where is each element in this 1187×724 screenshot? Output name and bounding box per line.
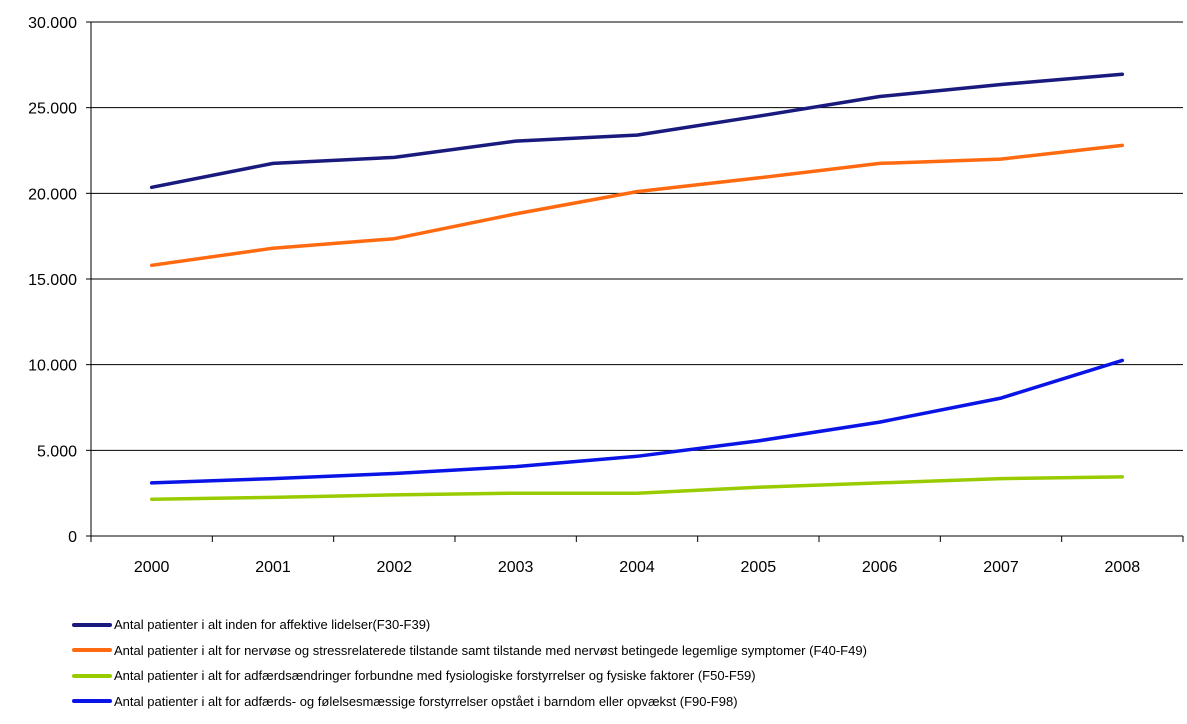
y-tick-label: 25.000 [28,101,77,118]
axes: 0 5.000 10.000 15.000 20.000 25.000 30.000 2000… [28,15,1184,576]
legend-item-2: Antal patienter i alt for nervøse og str… [72,638,1182,664]
series-line-3 [149,475,1125,501]
legend-label: Antal patienter i alt for adfærdsændring… [114,668,756,684]
x-tick-label: 2001 [255,559,291,576]
x-tick-label: 2002 [377,559,413,576]
y-tick-label: 15.000 [28,272,77,289]
x-tick-label: 2000 [134,559,170,576]
legend-swatch [72,699,112,704]
x-tick-label: 2006 [862,559,898,576]
series-lines [149,72,1125,501]
x-tick-label: 2004 [619,559,655,576]
series-line-4 [149,358,1125,485]
legend-item-1: Antal patienter i alt inden for affektiv… [72,612,1182,638]
y-tick-label: 5.000 [37,443,77,460]
legend-label: Antal patienter i alt for adfærds- og fø… [114,693,738,709]
legend-swatch [72,648,112,653]
legend-item-4: Antal patienter i alt for adfærds- og fø… [72,689,1182,715]
x-tick-label: 2003 [498,559,534,576]
x-tick-label: 2005 [741,559,777,576]
legend-label: Antal patienter i alt inden for affektiv… [114,617,431,633]
legend-swatch [72,673,112,678]
x-tick-label: 2007 [983,559,1019,576]
legend-item-3: Antal patienter i alt for adfærdsændring… [72,663,1182,689]
series-line-1 [149,72,1125,190]
y-tick-label: 20.000 [28,186,77,203]
gridlines [91,21,1183,451]
legend: Antal patienter i alt inden for affektiv… [72,612,1182,714]
x-tick-label: 2008 [1105,559,1141,576]
legend-label: Antal patienter i alt for nervøse og str… [114,642,867,658]
series-line-2 [149,143,1125,268]
y-tick-label: 30.000 [28,15,77,32]
chart-svg: 0 5.000 10.000 15.000 20.000 25.000 30.000 2000… [28,15,1184,576]
y-tick-label: 10.000 [28,358,77,375]
legend-swatch [72,622,112,627]
y-tick-label: 0 [68,529,77,546]
